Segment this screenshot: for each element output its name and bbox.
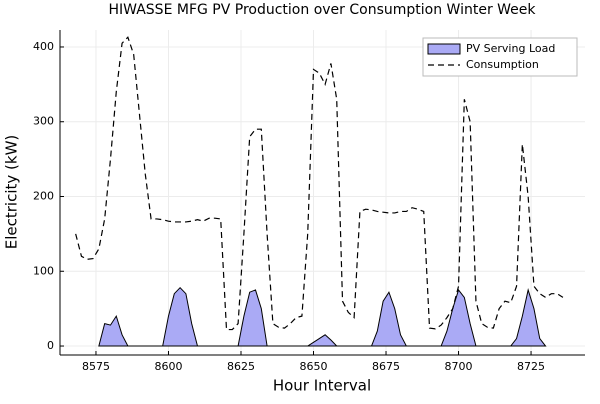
chart-title: HIWASSE MFG PV Production over Consumpti… — [108, 2, 536, 18]
y-tick-label: 0 — [47, 339, 54, 352]
y-tick-label: 400 — [33, 40, 54, 53]
pv-area — [98, 286, 547, 347]
x-tick-label: 8675 — [372, 360, 400, 373]
consumption-line — [75, 36, 564, 331]
x-tick-label: 8700 — [445, 360, 473, 373]
legend-swatch — [427, 43, 461, 55]
x-axis-label: Hour Interval — [273, 377, 371, 395]
x-tick-label: 8575 — [82, 360, 110, 373]
y-tick-label: 200 — [33, 189, 54, 202]
legend-label: PV Serving Load — [466, 42, 555, 55]
x-tick-label: 8650 — [300, 360, 328, 373]
x-tick-label: 8625 — [227, 360, 255, 373]
y-tick-label: 100 — [33, 264, 54, 277]
y-axis-label: Electricity (kW) — [3, 135, 21, 250]
legend-label: Consumption — [466, 58, 539, 71]
x-tick-label: 8600 — [154, 360, 182, 373]
y-tick-label: 300 — [33, 115, 54, 128]
x-tick-label: 8725 — [517, 360, 545, 373]
